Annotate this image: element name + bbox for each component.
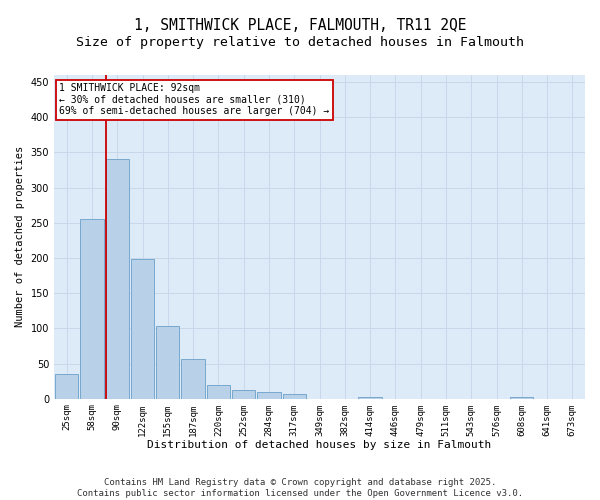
Bar [510, 396, 533, 398]
Bar [156, 326, 179, 398]
Bar [55, 374, 79, 398]
Text: Size of property relative to detached houses in Falmouth: Size of property relative to detached ho… [76, 36, 524, 49]
Bar [181, 358, 205, 399]
Bar [232, 390, 256, 398]
Text: 1, SMITHWICK PLACE, FALMOUTH, TR11 2QE: 1, SMITHWICK PLACE, FALMOUTH, TR11 2QE [134, 18, 466, 32]
Bar [283, 394, 306, 398]
Text: 1 SMITHWICK PLACE: 92sqm
← 30% of detached houses are smaller (310)
69% of semi-: 1 SMITHWICK PLACE: 92sqm ← 30% of detach… [59, 83, 329, 116]
X-axis label: Distribution of detached houses by size in Falmouth: Distribution of detached houses by size … [148, 440, 491, 450]
Bar [80, 220, 104, 398]
Bar [106, 160, 129, 398]
Y-axis label: Number of detached properties: Number of detached properties [15, 146, 25, 328]
Text: Contains HM Land Registry data © Crown copyright and database right 2025.
Contai: Contains HM Land Registry data © Crown c… [77, 478, 523, 498]
Bar [207, 384, 230, 398]
Bar [131, 260, 154, 398]
Bar [358, 396, 382, 398]
Bar [257, 392, 281, 398]
